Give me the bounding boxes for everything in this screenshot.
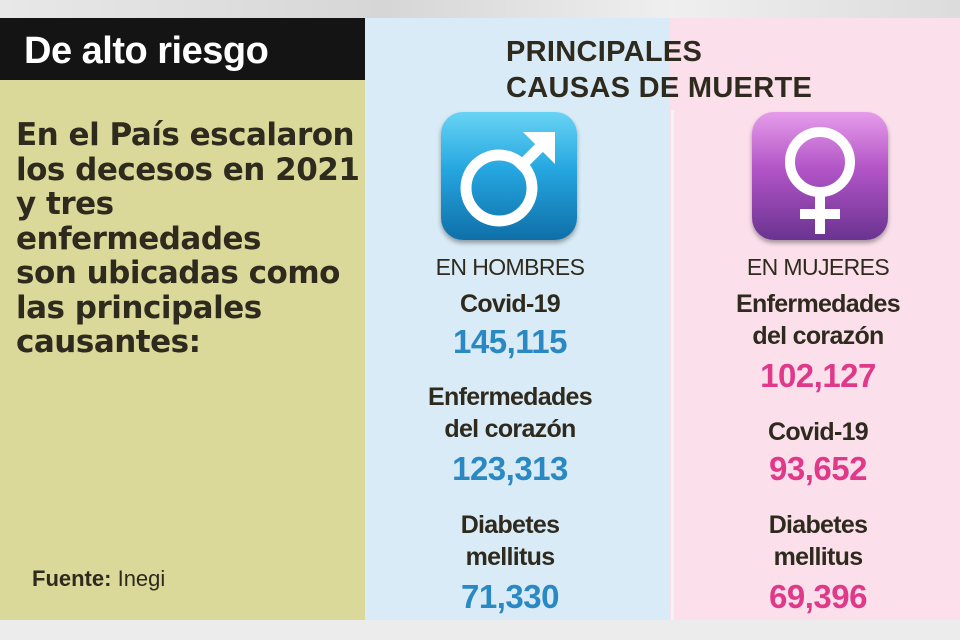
page-title: De alto riesgo (24, 30, 269, 72)
intro-line: y tres enfermedades (16, 186, 262, 257)
men-cause-2-name: Enfermedades del corazón (410, 381, 610, 445)
source-note: Fuente: Inegi (32, 566, 165, 592)
women-cause-1-value: 102,127 (760, 357, 876, 394)
cause-line: mellitus (465, 543, 556, 571)
men-cause-3-value: 71,330 (461, 578, 559, 615)
intro-line: son ubicadas como (16, 255, 340, 291)
women-cause-2-value: 93,652 (769, 450, 867, 487)
men-cause-2-value: 123,313 (452, 450, 568, 487)
heading-line: PRINCIPALES (506, 36, 703, 68)
intro-line: causantes: (16, 324, 201, 360)
intro-line: En el País escalaron (16, 117, 355, 153)
intro-line: las principales (16, 289, 262, 326)
male-symbol-icon (441, 112, 577, 240)
women-cause-1-name: Enfermedades del corazón (715, 288, 921, 352)
cause-line: mellitus (773, 543, 864, 571)
title-bar (0, 18, 365, 80)
female-symbol-graphic (785, 127, 855, 234)
top-strip (0, 0, 960, 18)
women-cause-3-value: 69,396 (769, 578, 867, 615)
cause-line: Diabetes (768, 511, 868, 539)
source-label: Fuente: (32, 566, 112, 591)
intro-text: En el País escalaron los decesos en 2021… (16, 118, 361, 360)
column-divider (671, 110, 674, 620)
women-group-label: EN MUJERES (746, 254, 890, 280)
men-column: EN HOMBRES Covid-19 145,115 Enfermedades… (410, 0, 610, 640)
cause-line: Enfermedades (736, 290, 901, 318)
section-heading: PRINCIPALES CAUSAS DE MUERTE (506, 34, 812, 106)
female-symbol-icon (752, 112, 888, 240)
cause-line: Covid-19 (460, 290, 561, 318)
men-cause-1-name: Covid-19 (410, 288, 610, 320)
cause-line: Diabetes (460, 511, 560, 539)
women-cause-2-name: Covid-19 (715, 416, 921, 448)
left-panel (0, 18, 365, 620)
cause-line: Covid-19 (768, 418, 869, 446)
men-cause-1-value: 145,115 (453, 323, 567, 360)
source-value: Inegi (117, 566, 166, 591)
bottom-strip (0, 620, 960, 640)
cause-line: del corazón (752, 322, 884, 350)
cause-line: del corazón (444, 415, 576, 443)
male-symbol-graphic (460, 132, 555, 227)
men-cause-3-name: Diabetes mellitus (410, 509, 610, 573)
women-column: EN MUJERES Enfermedades del corazón 102,… (715, 0, 921, 640)
men-group-label: EN HOMBRES (435, 254, 585, 280)
intro-line: los decesos en 2021 (16, 151, 360, 188)
cause-line: Enfermedades (428, 383, 593, 411)
women-cause-3-name: Diabetes mellitus (715, 509, 921, 573)
heading-line: CAUSAS DE MUERTE (506, 72, 813, 104)
